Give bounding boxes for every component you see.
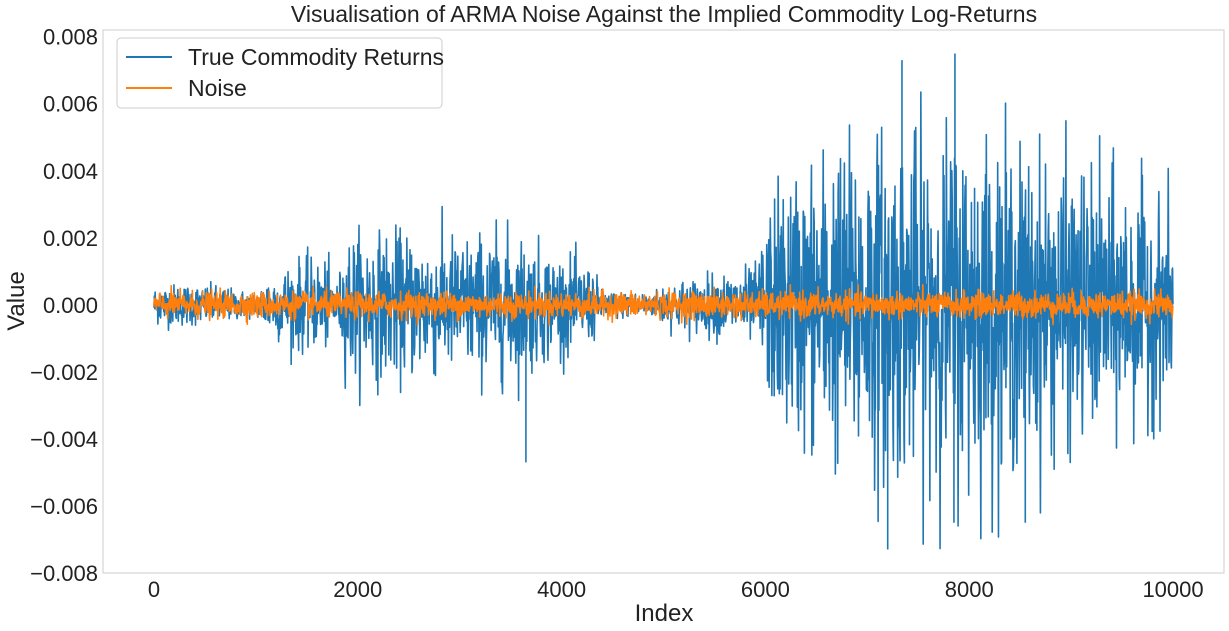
x-tick-label: 0 xyxy=(148,577,160,602)
x-tick-label: 6000 xyxy=(741,577,790,602)
y-tick-label: −0.008 xyxy=(30,561,98,586)
y-axis-ticks: −0.008 −0.006 −0.004 −0.002 0.000 0.002 0.004 0… xyxy=(30,25,98,586)
y-tick-label: 0.000 xyxy=(43,293,98,318)
y-tick-label: −0.004 xyxy=(30,427,98,452)
x-axis-label: Index xyxy=(635,600,694,627)
x-axis-ticks: 0 2000 4000 6000 8000 10000 xyxy=(148,577,1204,602)
plot-frame xyxy=(102,29,1225,574)
legend-label-noise: Noise xyxy=(188,75,247,101)
y-tick-label: 0.008 xyxy=(43,25,98,50)
y-tick-label: 0.006 xyxy=(43,92,98,117)
series-layer xyxy=(153,53,1174,550)
series-line-noise xyxy=(153,283,1174,326)
x-tick-label: 4000 xyxy=(537,577,586,602)
y-tick-label: −0.002 xyxy=(30,360,98,385)
chart-title: Visualisation of ARMA Noise Against the … xyxy=(291,1,1037,27)
y-tick-label: 0.002 xyxy=(43,226,98,251)
x-tick-label: 2000 xyxy=(333,577,382,602)
x-tick-label: 10000 xyxy=(1142,577,1203,602)
y-axis-label: Value xyxy=(3,271,30,331)
legend-box xyxy=(116,37,443,109)
y-tick-label: 0.004 xyxy=(43,159,98,184)
y-tick-label: −0.006 xyxy=(30,494,98,519)
plot-area xyxy=(102,29,1225,574)
legend: True Commodity Returns Noise xyxy=(116,37,444,109)
x-tick-label: 8000 xyxy=(945,577,994,602)
legend-label-true-commodity-returns: True Commodity Returns xyxy=(188,44,444,70)
